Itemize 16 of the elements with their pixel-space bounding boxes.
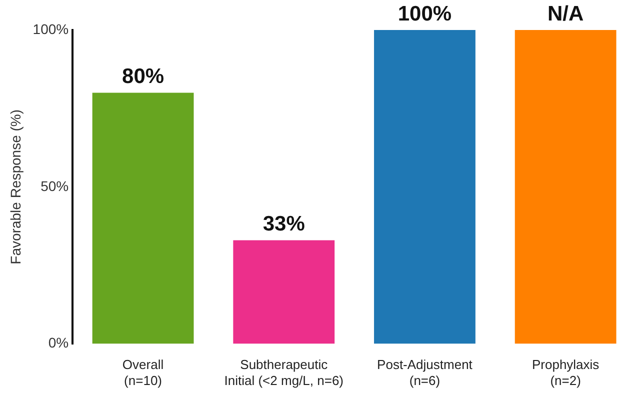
y-tick-label: 100% — [32, 20, 69, 37]
x-tick-label: Prophylaxis (n=2) — [532, 357, 600, 388]
x-tick-label: Post-Adjustment (n=6) — [377, 357, 473, 388]
y-tick-label: 0% — [48, 334, 69, 351]
data-label: 80% — [122, 65, 164, 88]
bar — [514, 30, 616, 344]
y-tick-label: 50% — [40, 178, 69, 194]
bar — [233, 240, 335, 344]
data-label: N/A — [547, 2, 584, 26]
x-tick-label: Subtherapeutic Initial (<2 mg/L, n=6) — [224, 357, 344, 388]
y-axis-title: Favorable Response (%) — [7, 109, 24, 264]
bar — [374, 30, 476, 344]
x-tick-label: Overall (n=10) — [122, 357, 164, 388]
data-label: 100% — [398, 2, 452, 26]
bar — [92, 92, 194, 344]
data-label: 33% — [262, 212, 306, 236]
